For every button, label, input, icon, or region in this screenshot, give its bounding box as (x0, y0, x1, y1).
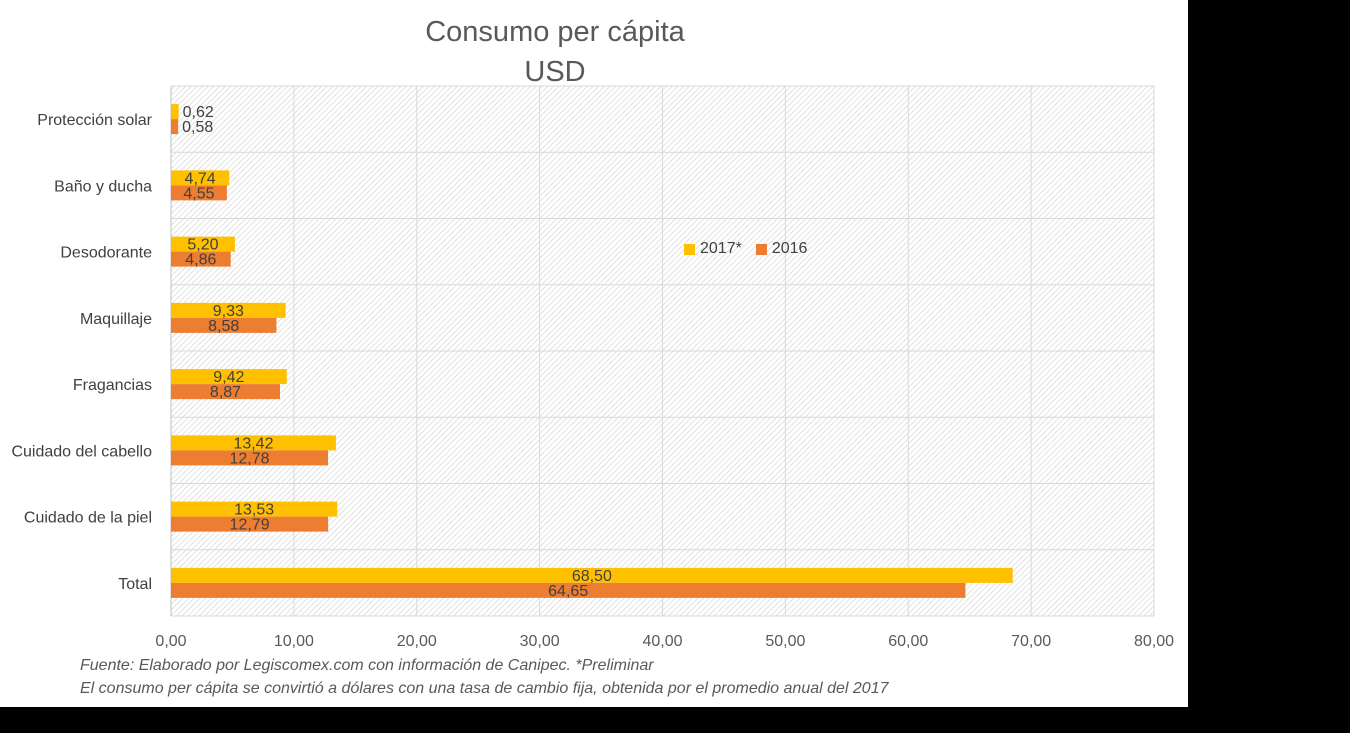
x-tick-label: 10,00 (274, 633, 314, 650)
x-tick-label: 20,00 (397, 633, 437, 650)
data-label: 12,78 (229, 450, 269, 467)
bar-2017 (171, 369, 287, 385)
category-label: Total (118, 576, 152, 593)
bar-2016 (171, 450, 329, 466)
data-label: 64,65 (548, 583, 588, 600)
legend: 2017* 2016 (684, 240, 807, 258)
legend-item-2016: 2016 (755, 240, 808, 258)
data-label: 13,53 (234, 502, 274, 519)
bar-2017 (171, 501, 338, 517)
bar-2016 (171, 582, 966, 598)
data-label: 13,42 (233, 435, 273, 452)
bar-2016 (171, 185, 227, 201)
bar-2017 (171, 302, 286, 318)
legend-swatch-2016 (755, 243, 767, 255)
category-label: Desodorante (60, 245, 152, 262)
data-label: 12,79 (230, 517, 270, 534)
x-tick-label: 30,00 (520, 633, 560, 650)
data-label: 9,42 (213, 369, 244, 386)
bar-2017 (171, 567, 1013, 583)
bar-2017 (171, 435, 336, 451)
legend-item-2017: 2017* (684, 240, 742, 258)
data-label: 4,55 (183, 185, 214, 202)
data-label: 8,87 (210, 384, 241, 401)
legend-swatch-2017 (684, 243, 695, 255)
data-label: 68,50 (572, 568, 612, 585)
legend-label-2016: 2016 (771, 240, 808, 257)
category-label: Cuidado del cabello (11, 443, 152, 460)
bar-2016 (171, 119, 179, 135)
data-label: 4,86 (185, 252, 216, 269)
chart-area: 0,00 10,00 20,00 30,00 40,00 50,00 60,00 70,00 8… (0, 0, 1188, 707)
chart-title: Consumo per cápita (425, 16, 685, 48)
bar-2017 (171, 170, 230, 186)
category-label: Maquillaje (80, 311, 152, 328)
footnote-method: El consumo per cápita se convirtió a dól… (80, 680, 889, 697)
data-label: 0,62 (183, 104, 214, 121)
bar-2016 (171, 384, 280, 400)
bar-2017 (171, 236, 235, 252)
category-label: Baño y ducha (54, 178, 152, 195)
x-tick-label: 50,00 (765, 633, 805, 650)
category-label: Cuidado de la piel (24, 510, 152, 527)
x-tick-label: 60,00 (888, 633, 928, 650)
category-label: Protección solar (37, 112, 152, 129)
data-label: 4,74 (185, 170, 216, 187)
data-label: 8,58 (208, 318, 239, 335)
category-label: Fragancias (73, 377, 152, 394)
chart-subtitle: USD (524, 56, 586, 88)
bar-2017 (171, 104, 179, 120)
x-tick-label: 40,00 (642, 633, 682, 650)
x-tick-label: 70,00 (1011, 633, 1051, 650)
legend-label-2017: 2017* (700, 240, 742, 257)
bar-2016 (171, 251, 231, 267)
x-tick-label: 0,00 (155, 633, 186, 650)
footnote-source: Fuente: Elaborado por Legiscomex.com con… (80, 657, 654, 674)
data-label: 9,33 (213, 303, 244, 320)
data-label: 0,58 (182, 119, 213, 136)
bar-chart: 0,00 10,00 20,00 30,00 40,00 50,00 60,00 70,00 8… (11, 85, 1174, 650)
bar-2016 (171, 516, 329, 532)
bar-2016 (171, 317, 277, 333)
x-tick-label: 80,00 (1134, 633, 1174, 650)
data-label: 5,20 (187, 237, 218, 254)
